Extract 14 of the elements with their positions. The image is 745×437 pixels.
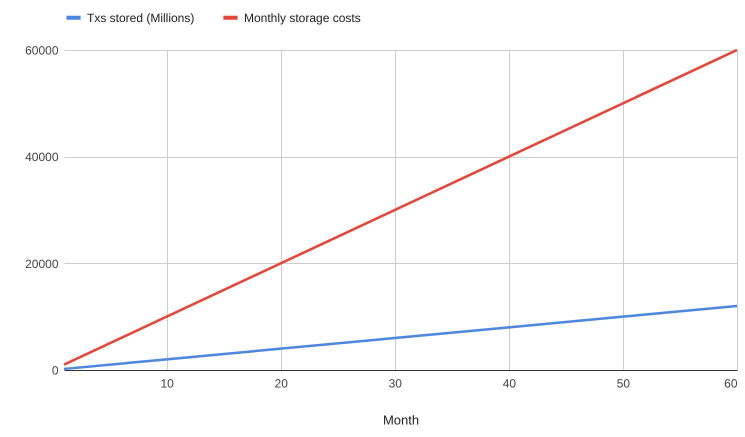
x-tick-label: 30: [388, 376, 402, 390]
legend-label: Txs stored (Millions): [87, 10, 194, 25]
x-tick-label: 10: [160, 376, 174, 390]
line-series: [62, 304, 738, 370]
x-tick-label: 50: [616, 376, 630, 390]
x-axis-title: Month: [382, 412, 420, 428]
x-tick-label: 20: [274, 376, 288, 390]
y-tick-label: 60000: [25, 44, 59, 58]
legend-label: Monthly storage costs: [244, 10, 361, 25]
y-tick-label: 20000: [25, 256, 59, 271]
y-tick-label: 40000: [25, 150, 59, 164]
y-tick-label: 0: [52, 364, 59, 378]
x-tick-label: 40: [502, 376, 516, 390]
x-tick-label: 60: [724, 376, 738, 390]
